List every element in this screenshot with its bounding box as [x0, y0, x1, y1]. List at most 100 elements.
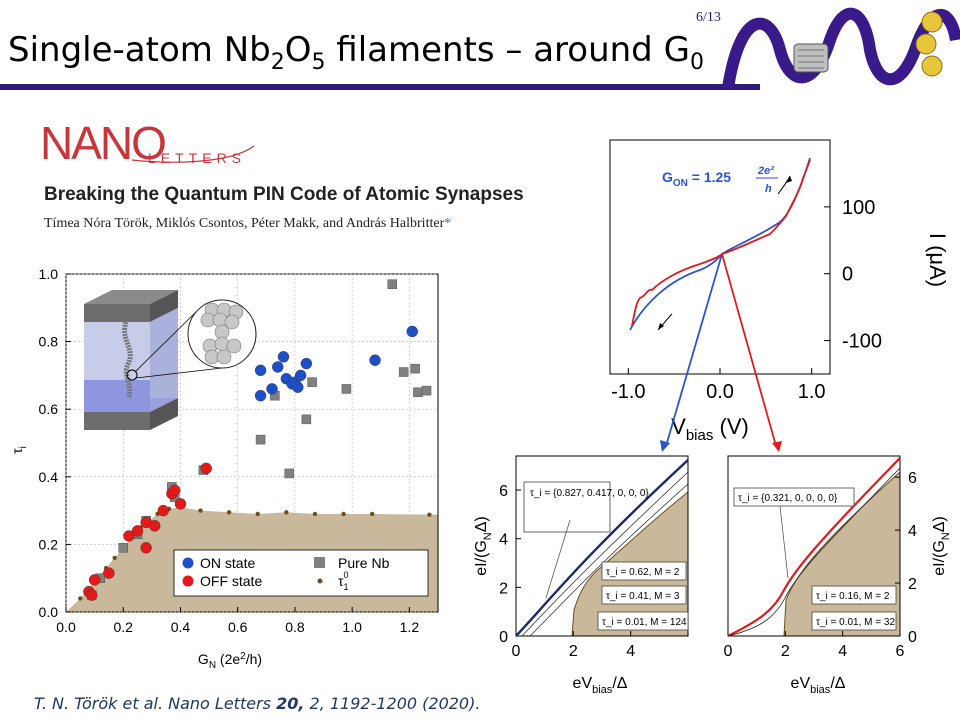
off-state-point	[149, 520, 161, 532]
legend-off-marker	[182, 575, 194, 587]
sub-x-tick: 6	[896, 643, 905, 660]
tau-point	[369, 511, 375, 517]
off-state-point	[200, 462, 212, 475]
iv-y-tick: 0	[842, 264, 853, 286]
tau-point	[226, 510, 232, 515]
s2-fit-curve	[727, 467, 901, 637]
tau-point	[198, 508, 203, 513]
off-state-point	[169, 484, 181, 497]
iv-annotation-den: h	[765, 183, 772, 195]
s1-xlabel: eVbias/Δ	[573, 675, 628, 695]
off-state-point	[157, 504, 169, 517]
arrow-red-icon	[772, 441, 782, 452]
iv-x-tick: -1.0	[611, 381, 645, 403]
sub-y-tick: 0	[499, 629, 508, 646]
tau-point	[427, 512, 432, 517]
legend-tau-label: τ10	[338, 570, 349, 592]
nano-logo	[722, 7, 960, 89]
on-state-point	[266, 383, 278, 395]
tau-point	[341, 511, 346, 517]
s2-ylabel: eI/(GNΔ)	[931, 516, 952, 576]
sub-y-tick: 4	[499, 532, 508, 549]
tau-point	[78, 596, 83, 601]
header-divider	[0, 84, 760, 90]
pure-nb-point	[301, 414, 312, 425]
sub-y-tick: 6	[908, 470, 917, 487]
legend-nb-marker	[314, 557, 325, 568]
off-state-point	[88, 574, 101, 586]
iv-x-tick: 0.0	[706, 381, 734, 403]
pure-nb-point	[307, 377, 317, 387]
s2-xlabel: eVbias/Δ	[791, 675, 846, 695]
sub-y-tick: 2	[499, 580, 508, 597]
s1-measured-curve	[515, 459, 689, 637]
iv-annotation-num: 2e²	[757, 165, 774, 177]
nanotube-icon	[793, 43, 829, 73]
sub-y-tick: 0	[908, 629, 917, 646]
pure-nb-point	[284, 468, 294, 479]
off-state-point	[86, 589, 98, 601]
legend-on-marker	[182, 557, 194, 569]
slide-title: Single-atom Nb2O5 filaments – around G0	[8, 30, 704, 75]
pure-nb-point	[255, 434, 266, 445]
arrow-blue-icon	[660, 440, 670, 452]
s1-annot-1: τ_i = {0.827, 0.417, 0, 0, 0}	[530, 488, 649, 499]
s1-annot-4: τ_i = 0.01, M = 124	[602, 617, 687, 628]
iv-y-tick: 100	[842, 197, 875, 219]
off-state-point	[103, 567, 115, 579]
iv-y-tick: -100	[842, 331, 882, 353]
off-state-point	[131, 525, 144, 537]
x-tick-label: 1.2	[400, 619, 420, 635]
legend-on-label: ON state	[200, 555, 255, 571]
sub-x-tick: 0	[724, 643, 733, 660]
sub-y-tick: 2	[908, 576, 917, 593]
paper-title: Breaking the Quantum PIN Code of Atomic …	[44, 184, 524, 205]
y-tick-label: 0.2	[39, 536, 59, 552]
s1-ylabel: eI/(GNΔ)	[473, 516, 494, 576]
pure-nb-point	[398, 367, 409, 377]
tau-point	[312, 511, 318, 517]
iv-ylabel: I (μA)	[925, 233, 950, 287]
tau-point	[112, 555, 117, 561]
s2-annot-2: τ_i = 0.16, M = 2	[816, 591, 890, 602]
iv-x-tick: 1.0	[798, 381, 826, 403]
sub-y-tick: 6	[499, 483, 508, 500]
transmission-scatter-chart: 0.0 0.2 0.4 0.6 0.8 1.0 1.20.00.20.40.60.81.0 …	[9, 266, 439, 670]
sub-x-tick: 4	[626, 643, 635, 660]
scatter-ylabel: τi	[9, 446, 29, 454]
sub-y-tick: 4	[908, 523, 917, 540]
on-state-point	[272, 361, 284, 373]
page-number: 6/13	[696, 10, 721, 25]
sub-x-tick: 2	[781, 643, 790, 660]
x-tick-label: 0.0	[56, 619, 76, 635]
y-tick-label: 0.0	[39, 604, 59, 620]
pure-nb-point	[410, 363, 420, 374]
on-state-point	[254, 364, 267, 377]
sub-x-tick: 0	[512, 643, 521, 660]
sub-x-tick: 2	[569, 643, 578, 660]
on-state-point	[369, 354, 381, 366]
paper-authors: Tímea Nóra Török, Miklós Csontos, Péter …	[44, 216, 452, 231]
on-state-point	[406, 325, 418, 338]
off-state-point	[140, 542, 152, 554]
pure-nb-point	[118, 543, 128, 553]
s1-annot-2: τ_i = 0.62, M = 2	[606, 567, 680, 578]
s1-fit-curve-b	[529, 483, 689, 637]
journal-swoosh-icon	[131, 145, 255, 163]
tau-point	[284, 510, 289, 515]
s2-annot-3: τ_i = 0.01, M = 32	[816, 617, 895, 628]
on-state-point	[254, 389, 267, 402]
iv-fit-on-chart: 0 2 4 0 2 4 6 τ_i = {0.827, 0.417, 0, 0, 0} τ_…	[473, 455, 689, 695]
y-tick-label: 0.4	[39, 469, 59, 485]
pure-nb-point	[387, 279, 397, 289]
on-state-point	[292, 381, 304, 393]
legend-nb-label: Pure Nb	[338, 555, 390, 571]
x-tick-label: 0.6	[228, 619, 248, 635]
x-tick-label: 0.8	[285, 619, 305, 635]
sub-x-tick: 4	[838, 643, 847, 660]
citation: T. N. Török et al. Nano Letters 20, 2, 1…	[34, 694, 481, 713]
x-tick-label: 0.4	[171, 619, 191, 635]
